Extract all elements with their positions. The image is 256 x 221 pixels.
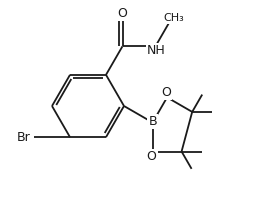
Text: CH₃: CH₃: [163, 13, 184, 23]
Text: NH: NH: [147, 44, 166, 57]
Text: Br: Br: [17, 131, 31, 144]
Text: O: O: [147, 150, 156, 163]
Text: O: O: [161, 86, 171, 99]
Text: O: O: [118, 7, 127, 20]
Text: B: B: [148, 115, 157, 128]
